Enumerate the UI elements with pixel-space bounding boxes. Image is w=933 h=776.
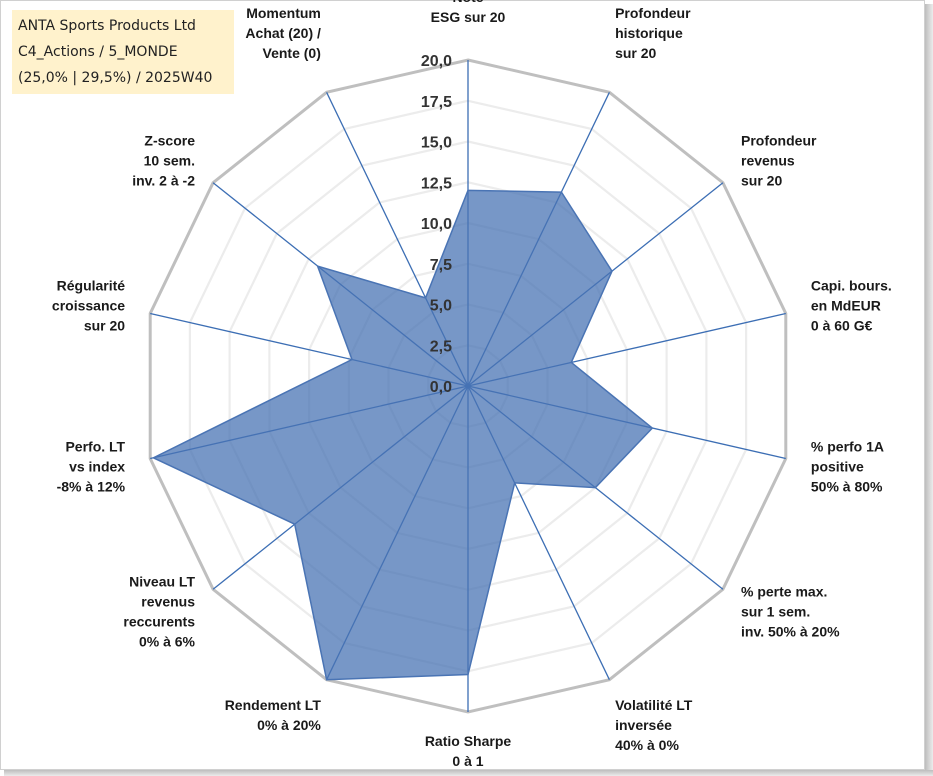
axis-label-line: sur 20 [84, 317, 125, 333]
tick-label: 10,0 [421, 216, 452, 233]
axis-label-line: vs index [69, 459, 125, 475]
axis-label: Volatilité LT inversée 40% à 0% [615, 697, 693, 753]
axis-label-line: ESG sur 20 [431, 9, 506, 25]
axis-label-line: sur 20 [615, 45, 656, 61]
axis-label: Profondeur revenus sur 20 [741, 132, 817, 188]
axis-label-line: Ratio Sharpe [425, 733, 512, 749]
axis-label-line: inv. 50% à 20% [741, 624, 840, 640]
tick-label: 17,5 [421, 94, 452, 111]
axis-label-line: 0 à 1 [452, 753, 483, 769]
axis-label: % perte max. sur 1 sem. inv. 50% à 20% [741, 584, 840, 640]
axis-label: Perfo. LT vs index -8% à 12% [57, 439, 126, 495]
series-area [151, 189, 654, 681]
axis-label-line: inv. 2 à -2 [132, 172, 195, 188]
axis-label-line: Profondeur [741, 132, 817, 148]
axis-label-line: Vente (0) [263, 45, 321, 61]
company-name: ANTA Sports Products Ltd [18, 18, 196, 34]
axis-label: Régularité croissance sur 20 [52, 277, 125, 333]
tick-label: 20,0 [421, 53, 452, 70]
axis-label-line: % perte max. [741, 584, 827, 600]
axis-label-line: en MdEUR [811, 297, 881, 313]
axis-label-line: revenus [741, 152, 795, 168]
axis-label-line: positive [811, 459, 864, 475]
radar-tick-labels: 0,0 2,5 5,0 7,5 10,0 12,5 15,0 17,5 20,0 [421, 53, 452, 396]
axis-label-line: sur 1 sem. [741, 604, 810, 620]
axis-label-line: historique [615, 25, 683, 41]
tick-label: 7,5 [430, 257, 452, 274]
axis-label-line: Régularité [57, 277, 126, 293]
axis-label-line: Perfo. LT [65, 439, 125, 455]
axis-label-line: Note [452, 0, 483, 5]
tick-label: 15,0 [421, 135, 452, 152]
axis-label: % perfo 1A positive 50% à 80% [811, 439, 884, 495]
axis-label: Profondeur historique sur 20 [615, 5, 691, 61]
portfolio-name: C4_Actions / 5_MONDE [18, 44, 178, 60]
axis-label-line: Profondeur [615, 5, 691, 21]
axis-label-line: -8% à 12% [57, 479, 126, 495]
weights-and-week: (25,0% | 29,5%) / 2025W40 [18, 70, 213, 86]
axis-label-line: Capi. bours. [811, 277, 892, 293]
axis-label: Rendement LT 0% à 20% [225, 697, 322, 733]
axis-label-line: croissance [52, 297, 125, 313]
axis-label: Z-score 10 sem. inv. 2 à -2 [132, 132, 195, 188]
axis-label-line: Achat (20) / [245, 25, 321, 41]
axis-label: Capi. bours. en MdEUR 0 à 60 G€ [811, 277, 892, 333]
radar-series [151, 189, 654, 681]
axis-label-line: sur 20 [741, 172, 782, 188]
axis-label-line: Niveau LT [129, 574, 195, 590]
axis-label-line: 50% à 80% [811, 479, 883, 495]
radar-axis-labels: Note ESG sur 20 Profondeur historique sur 20… [52, 0, 892, 769]
axis-label-line: Rendement LT [225, 697, 322, 713]
axis-label: Momentum Achat (20) / Vente (0) [245, 5, 321, 61]
axis-label-line: 40% à 0% [615, 737, 679, 753]
axis-label-line: reccurents [123, 614, 195, 630]
axis-label-line: 10 sem. [144, 152, 195, 168]
axis-label: Note ESG sur 20 [431, 0, 506, 25]
axis-label-line: 0% à 6% [139, 634, 196, 650]
axis-label-line: 0% à 20% [257, 717, 321, 733]
frame-shadow-bottom [4, 770, 933, 776]
axis-label: Ratio Sharpe 0 à 1 [425, 733, 512, 769]
tick-label: 5,0 [430, 298, 452, 315]
axis-label-line: % perfo 1A [811, 439, 884, 455]
frame-shadow-right [925, 4, 933, 776]
axis-label-line: Volatilité LT [615, 697, 693, 713]
axis-label-line: Momentum [246, 5, 321, 21]
tick-label: 2,5 [430, 338, 452, 355]
axis-label: Niveau LT revenus reccurents 0% à 6% [123, 574, 195, 650]
axis-label-line: revenus [141, 594, 195, 610]
axis-label-line: Z-score [144, 132, 195, 148]
tick-label: 12,5 [421, 175, 452, 192]
axis-label-line: inversée [615, 717, 672, 733]
tick-label: 0,0 [430, 379, 452, 396]
info-box: ANTA Sports Products Ltd C4_Actions / 5_… [12, 10, 234, 94]
axis-label-line: 0 à 60 G€ [811, 317, 873, 333]
